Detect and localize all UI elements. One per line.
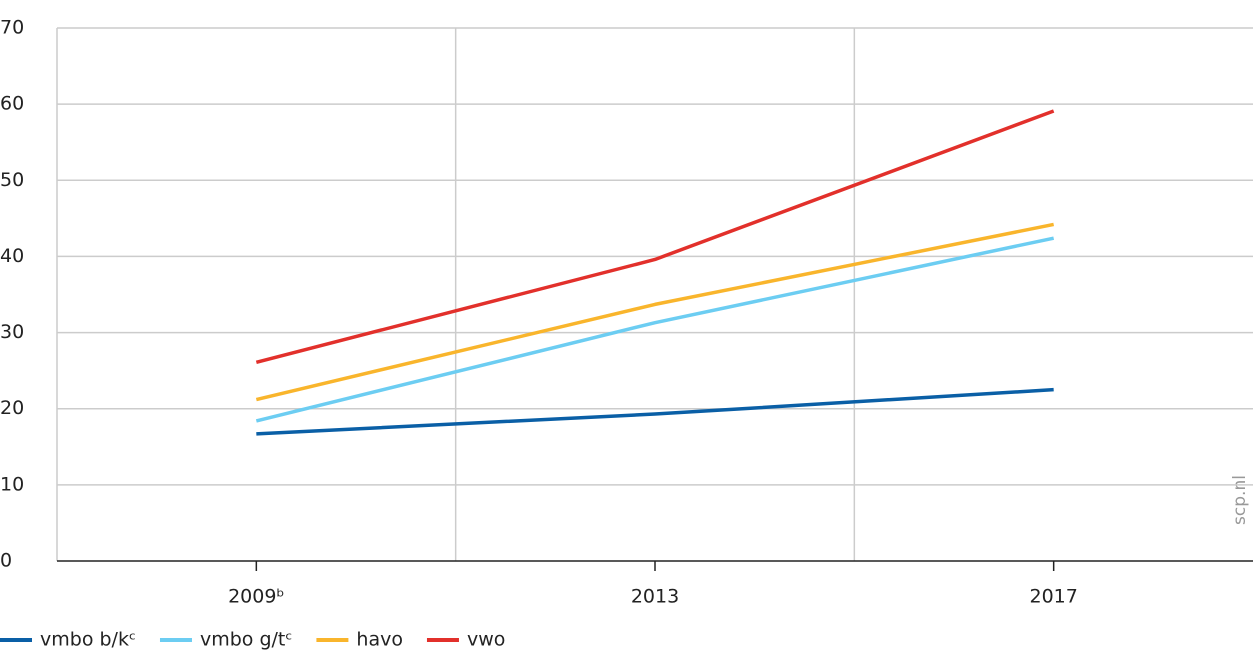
- legend-label: havo: [356, 629, 403, 651]
- x-tick-label: 2013: [631, 586, 679, 608]
- legend-label: vmbo g/tᶜ: [200, 629, 292, 651]
- series-line: [255, 236, 1055, 423]
- source: scp.nl: [1230, 475, 1250, 525]
- grid: [56, 27, 1253, 561]
- x-tick-label: 2017: [1029, 586, 1077, 608]
- series-line: [256, 387, 1054, 436]
- y-tick-label: 20: [0, 397, 24, 419]
- y-tick-label: 10: [0, 473, 24, 495]
- y-tick-label: 50: [0, 169, 24, 191]
- y-tick-label: 60: [0, 93, 24, 115]
- series-line: [255, 222, 1055, 402]
- x-tick-label: 2009ᵇ: [228, 586, 285, 608]
- y-tick-label: 0: [0, 550, 12, 572]
- legend-label: vwo: [467, 629, 505, 651]
- series-line: [255, 109, 1055, 364]
- y-tick-label: 70: [0, 17, 24, 39]
- legend-label: vmbo b/kᶜ: [40, 629, 136, 651]
- y-tick-label: 30: [0, 321, 24, 343]
- y-tick-label: 40: [0, 245, 24, 267]
